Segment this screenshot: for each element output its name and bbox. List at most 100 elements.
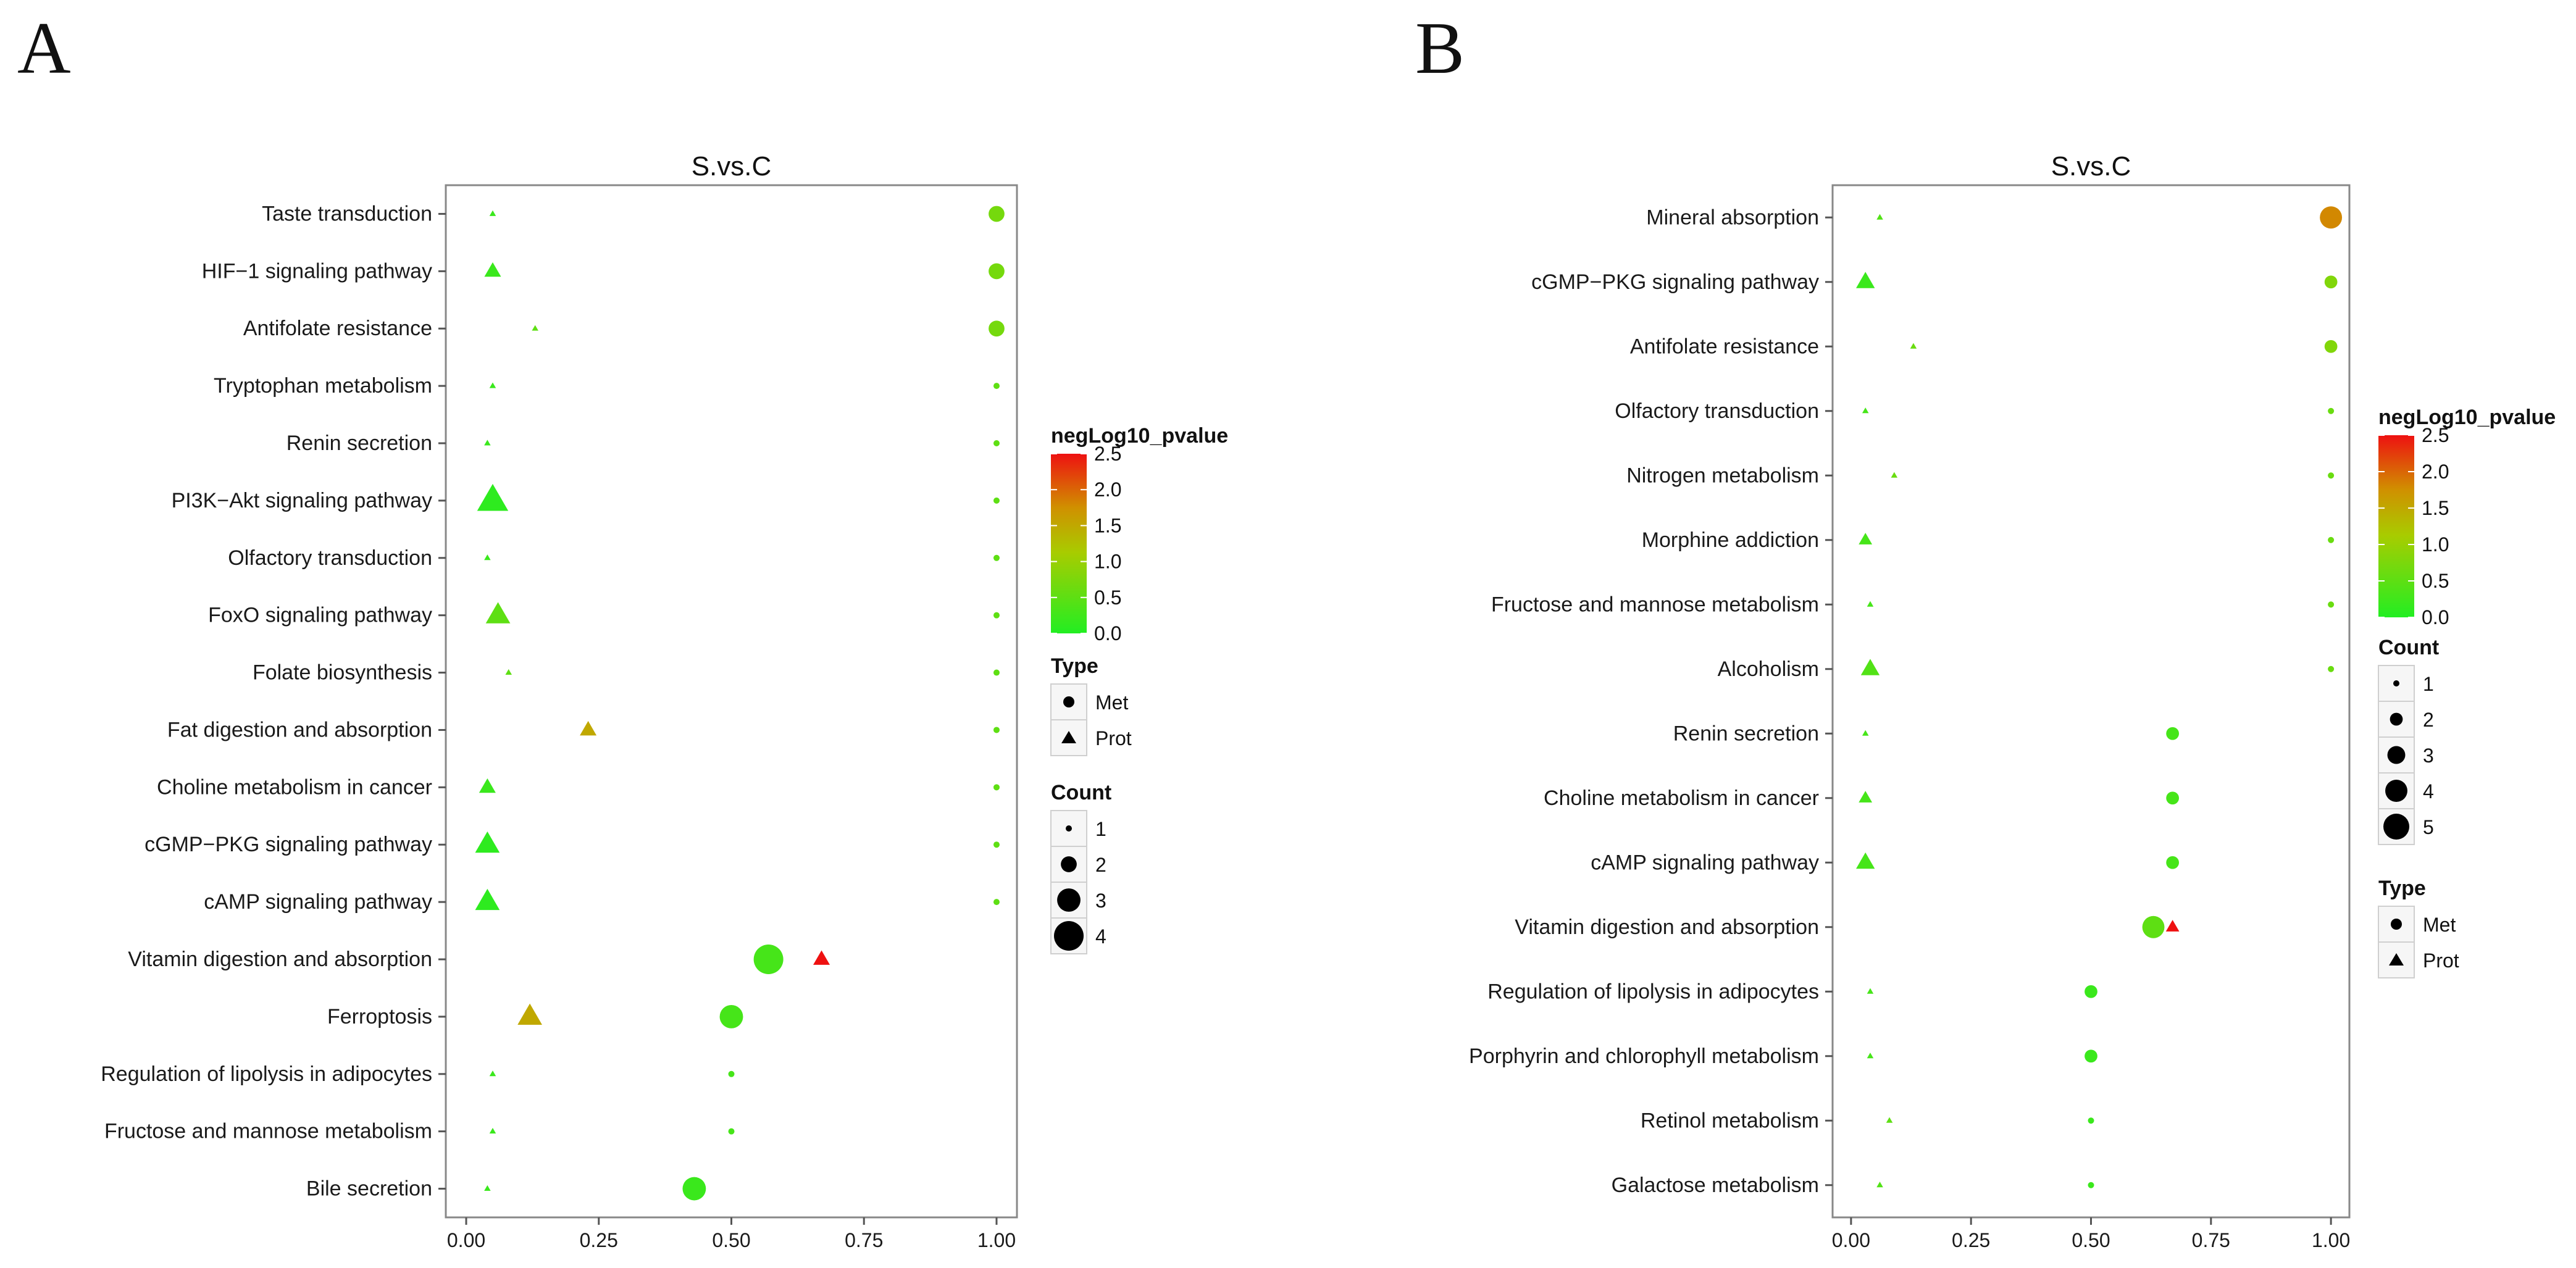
panel-label-a: A	[17, 7, 71, 89]
panel-a-colorbar-label: 1.0	[1094, 551, 1121, 573]
panel-b-x-tick-label: 0.50	[2072, 1229, 2110, 1251]
panel-a-point-bile-secretion-prot	[484, 1185, 491, 1191]
panel-b-category-label-olfactory-transduction: Olfactory transduction	[1615, 399, 1819, 423]
panel-a-title: S.vs.C	[692, 151, 772, 181]
panel-a-point-antifolate-resistance-prot	[532, 325, 538, 331]
panel-b-point-vitamin-digestion-and-absorption-met	[2142, 916, 2165, 938]
panel-b-legend-count-label: 2	[2423, 709, 2434, 731]
panel-b-colorbar-label: 1.0	[2422, 533, 2449, 556]
panel-a-category-label-renin-secretion: Renin secretion	[286, 432, 432, 455]
panel-b-point-regulation-of-lipolysis-in-adipocytes-prot	[1867, 988, 1874, 994]
panel-a-point-vitamin-digestion-and-absorption-met	[753, 945, 784, 974]
panel-b-x-tick-label: 0.25	[1952, 1229, 1990, 1251]
panel-a-colorbar-label: 0.0	[1094, 622, 1121, 644]
panel-b-legend-count-label: 4	[2423, 780, 2434, 803]
chart-panel-a: S.vs.C 0.00 0.25 0.50 0.75 1.00 Taste transduc…	[101, 151, 1228, 1251]
panel-a-point-camp-signaling-pathway-met	[993, 899, 1000, 906]
panel-a-category-label-antifolate-resistance: Antifolate resistance	[243, 317, 432, 340]
panel-a-category-label-regulation-of-lipolysis-in-adipocytes: Regulation of lipolysis in adipocytes	[101, 1062, 432, 1086]
panel-a-category-label-folate-biosynthesis: Folate biosynthesis	[253, 661, 432, 685]
panel-b-point-camp-signaling-pathway-met	[2166, 856, 2179, 869]
panel-a-point-pi3k-akt-signaling-pathway-met	[993, 497, 1000, 504]
panel-b-category-label-vitamin-digestion-and-absorption: Vitamin digestion and absorption	[1515, 916, 1819, 939]
panel-b-x-tick-label: 0.00	[1832, 1229, 1870, 1251]
panel-a-point-fructose-and-mannose-metabolism-met	[728, 1128, 735, 1135]
panel-a-category-label-hif-1-signaling-pathway: HIF−1 signaling pathway	[202, 259, 432, 283]
panel-b-category-label-galactose-metabolism: Galactose metabolism	[1612, 1174, 1819, 1197]
panel-b-point-fructose-and-mannose-metabolism-met	[2328, 601, 2335, 608]
panel-b-category-label-porphyrin-and-chlorophyll-metabolism: Porphyrin and chlorophyll metabolism	[1469, 1045, 1819, 1068]
panel-a-point-taste-transduction-prot	[489, 210, 496, 216]
panel-a-point-camp-signaling-pathway-prot	[475, 888, 500, 911]
panel-b-category-label-antifolate-resistance: Antifolate resistance	[1630, 335, 1819, 358]
panel-a-category-label-choline-metabolism-in-cancer: Choline metabolism in cancer	[157, 775, 432, 799]
panel-b-legend-color-title: negLog10_pvalue	[2378, 406, 2556, 429]
panel-b-colorbar-label: 0.0	[2422, 606, 2449, 628]
panel-b-category-label-retinol-metabolism: Retinol metabolism	[1641, 1109, 1819, 1132]
panel-b-x-tick-label: 0.75	[2192, 1229, 2230, 1251]
panel-a-point-bile-secretion-met	[682, 1177, 706, 1201]
panel-a-point-hif-1-signaling-pathway-prot	[484, 262, 501, 277]
panel-b-point-renin-secretion-met	[2166, 727, 2179, 740]
panel-b-point-morphine-addiction-prot	[1859, 533, 1873, 544]
panel-a-category-label-taste-transduction: Taste transduction	[262, 202, 432, 225]
panel-b-category-label-fructose-and-mannose-metabolism: Fructose and mannose metabolism	[1491, 593, 1819, 616]
panel-a-point-regulation-of-lipolysis-in-adipocytes-prot	[489, 1070, 496, 1077]
panel-b-plot-frame	[1831, 184, 2351, 1219]
panel-a-point-regulation-of-lipolysis-in-adipocytes-met	[728, 1070, 735, 1077]
panel-a-point-pi3k-akt-signaling-pathway-prot	[477, 483, 509, 511]
panel-b-legend-count-title: Count	[2378, 636, 2439, 659]
panel-b-point-nitrogen-metabolism-met	[2328, 472, 2335, 479]
panel-label-b: B	[1415, 7, 1465, 89]
panel-a-plot-frame	[445, 184, 1018, 1219]
panel-a-legend-count-title: Count	[1051, 781, 1111, 804]
panel-b-point-renin-secretion-prot	[1862, 730, 1869, 736]
panel-a-point-renin-secretion-prot	[484, 440, 491, 446]
panel-b-legend-type-label: Prot	[2423, 949, 2459, 972]
panel-b-point-porphyrin-and-chlorophyll-metabolism-prot	[1867, 1053, 1874, 1059]
panel-a-legend-count-marker	[1054, 921, 1084, 951]
panel-b-point-galactose-metabolism-met	[2088, 1182, 2094, 1188]
panel-a-point-vitamin-digestion-and-absorption-prot	[813, 950, 830, 965]
panel-b-point-cgmp-pkg-signaling-pathway-met	[2324, 275, 2338, 289]
panel-b-legend-count-marker	[2390, 712, 2403, 726]
panel-a-point-folate-biosynthesis-met	[993, 669, 1000, 676]
panel-a-legend-count-marker	[1061, 856, 1077, 872]
panel-b-point-cgmp-pkg-signaling-pathway-prot	[1855, 272, 1875, 288]
panel-a-legend-color-title: negLog10_pvalue	[1051, 424, 1228, 448]
panel-a-colorbar-label: 2.0	[1094, 478, 1121, 501]
panel-a-point-fat-digestion-and-absorption-prot	[580, 720, 597, 736]
panel-b-legend-count-label: 1	[2423, 673, 2434, 695]
panel-b-category-label-renin-secretion: Renin secretion	[1673, 722, 1819, 745]
panel-b-colorbar-label: 1.5	[2422, 497, 2449, 519]
panel-a-point-fat-digestion-and-absorption-met	[993, 727, 1000, 733]
panel-a-point-tryptophan-metabolism-prot	[489, 382, 496, 388]
panel-a-point-tryptophan-metabolism-met	[993, 383, 1000, 390]
panel-b-point-mineral-absorption-prot	[1876, 214, 1883, 220]
panel-a-point-choline-metabolism-in-cancer-prot	[479, 778, 496, 793]
panel-b-point-retinol-metabolism-prot	[1886, 1117, 1893, 1123]
panel-b-legend-type-label: Met	[2423, 914, 2456, 936]
panel-a-legend-type-label: Met	[1095, 691, 1128, 714]
panel-b-legend-met-marker	[2391, 919, 2402, 930]
panel-b-colorbar	[2378, 435, 2414, 617]
panel-a-x-tick-label: 0.00	[447, 1229, 485, 1251]
panel-b-point-regulation-of-lipolysis-in-adipocytes-met	[2085, 985, 2097, 998]
panel-b-point-olfactory-transduction-met	[2328, 407, 2335, 414]
panel-b-legend-count-label: 5	[2423, 816, 2434, 838]
panel-a-category-label-tryptophan-metabolism: Tryptophan metabolism	[214, 374, 432, 398]
panel-b-legend-count-marker	[2393, 680, 2399, 686]
panel-a-point-fructose-and-mannose-metabolism-prot	[489, 1128, 496, 1134]
panel-b-point-morphine-addiction-met	[2328, 536, 2335, 543]
panel-b-category-label-alcoholism: Alcoholism	[1718, 657, 1819, 681]
panel-a-category-label-fructose-and-mannose-metabolism: Fructose and mannose metabolism	[104, 1120, 432, 1143]
panel-a-x-tick-label: 0.75	[845, 1229, 883, 1251]
panel-a-legend-count-marker	[1066, 825, 1072, 832]
panel-a-legend-prot-marker	[1061, 731, 1076, 743]
panel-a-point-renin-secretion-met	[993, 440, 1000, 446]
panel-b-point-camp-signaling-pathway-prot	[1855, 852, 1875, 869]
panel-b-category-label-camp-signaling-pathway: cAMP signaling pathway	[1591, 851, 1819, 874]
panel-b-legend-prot-marker	[2389, 953, 2404, 966]
panel-a-x-tick-label: 0.50	[712, 1229, 750, 1251]
panel-b-point-choline-metabolism-in-cancer-met	[2166, 791, 2179, 805]
